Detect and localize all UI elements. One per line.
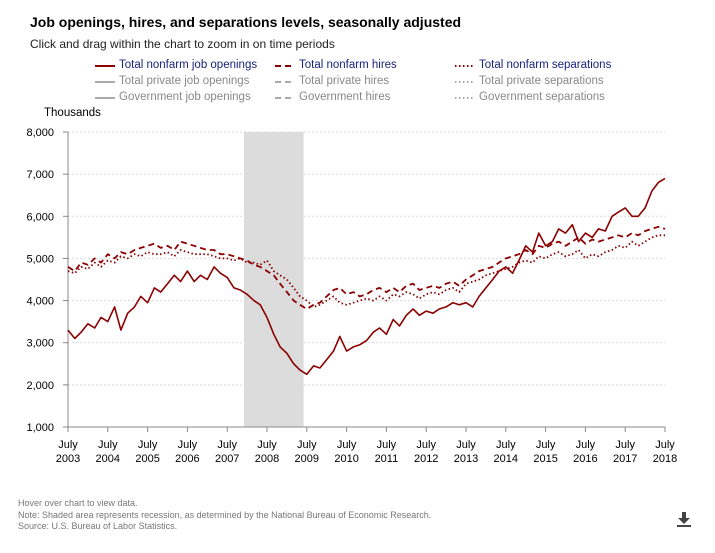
x-tick-month: July <box>178 439 198 451</box>
y-tick-label: 3,000 <box>26 338 54 350</box>
line-solid-icon <box>95 81 115 83</box>
x-tick-month: July <box>416 439 436 451</box>
x-tick-month: July <box>496 439 516 451</box>
x-tick-year: 2014 <box>494 453 518 465</box>
recession-note: Note: Shaded area represents recession, … <box>18 509 432 520</box>
x-tick-month: July <box>337 439 357 451</box>
source-note: Source: U.S. Bureau of Labor Statistics. <box>18 521 178 531</box>
download-icon[interactable] <box>676 511 692 527</box>
legend-label: Total nonfarm separations <box>479 59 612 71</box>
line-dotted-icon <box>455 65 475 67</box>
line-solid-icon <box>95 97 115 99</box>
legend-label: Government job openings <box>119 91 251 103</box>
x-tick-month: July <box>217 439 237 451</box>
x-tick-month: July <box>377 439 397 451</box>
legend-label: Government separations <box>479 91 605 103</box>
x-tick-month: July <box>257 439 277 451</box>
x-tick-month: July <box>138 439 158 451</box>
x-tick-year: 2009 <box>295 453 319 465</box>
x-tick-month: July <box>98 439 118 451</box>
recession-band <box>243 132 304 427</box>
x-tick-month: July <box>615 439 635 451</box>
line-dotted-icon <box>455 97 475 99</box>
line-dashed-icon <box>275 81 295 83</box>
x-tick-year: 2008 <box>255 453 279 465</box>
x-tick-year: 2006 <box>175 453 199 465</box>
x-tick-month: July <box>297 439 317 451</box>
x-tick-year: 2010 <box>334 453 358 465</box>
x-tick-year: 2004 <box>96 453 120 465</box>
series-line-openings <box>67 177 666 376</box>
y-tick-label: 4,000 <box>26 296 54 308</box>
hover-hint: Hover over chart to view data. <box>18 498 138 508</box>
x-tick-year: 2007 <box>215 453 239 465</box>
legend-label: Total private job openings <box>119 75 250 87</box>
x-tick-year: 2005 <box>135 453 159 465</box>
x-tick-month: July <box>536 439 556 451</box>
line-dashed-icon <box>275 97 295 99</box>
chart-subtitle: Click and drag within the chart to zoom … <box>30 37 335 51</box>
y-tick-label: 8,000 <box>26 127 54 139</box>
series-line-hires <box>67 225 666 310</box>
x-tick-year: 2017 <box>613 453 637 465</box>
x-tick-year: 2011 <box>375 453 399 465</box>
y-tick-label: 2,000 <box>26 380 54 392</box>
line-dotted-icon <box>455 81 475 83</box>
line-dashed-icon <box>275 65 295 67</box>
y-axis-label: Thousands <box>44 107 101 119</box>
legend-label: Government hires <box>299 91 391 103</box>
x-tick-month: July <box>456 439 476 451</box>
x-tick-year: 2013 <box>454 453 478 465</box>
line-chart[interactable]: 1,000 2,000 3,000 4,000 5,000 6,000 7,000 8,000… <box>0 120 715 470</box>
x-tick-year: 2018 <box>653 453 677 465</box>
y-tick-label: 1,000 <box>26 422 54 434</box>
x-tick-month: July <box>655 439 675 451</box>
legend-label: Total nonfarm hires <box>299 59 397 71</box>
y-tick-label: 6,000 <box>26 211 54 223</box>
legend-label: Total private hires <box>299 75 390 87</box>
series-line-separations <box>67 234 665 308</box>
x-tick-month: July <box>58 439 78 451</box>
legend-label: Total nonfarm job openings <box>119 59 258 71</box>
x-tick-year: 2015 <box>533 453 557 465</box>
y-tick-label: 7,000 <box>26 169 54 181</box>
x-tick-year: 2012 <box>414 453 438 465</box>
x-tick-year: 2016 <box>573 453 597 465</box>
y-tick-label: 5,000 <box>26 253 54 265</box>
chart-notes: Hover over chart to view data. Note: Sha… <box>18 498 431 533</box>
x-tick-month: July <box>576 439 596 451</box>
x-tick-year: 2003 <box>56 453 80 465</box>
line-solid-icon <box>95 65 115 67</box>
chart-title: Job openings, hires, and separations lev… <box>30 14 462 30</box>
legend-label: Total private separations <box>479 75 604 87</box>
